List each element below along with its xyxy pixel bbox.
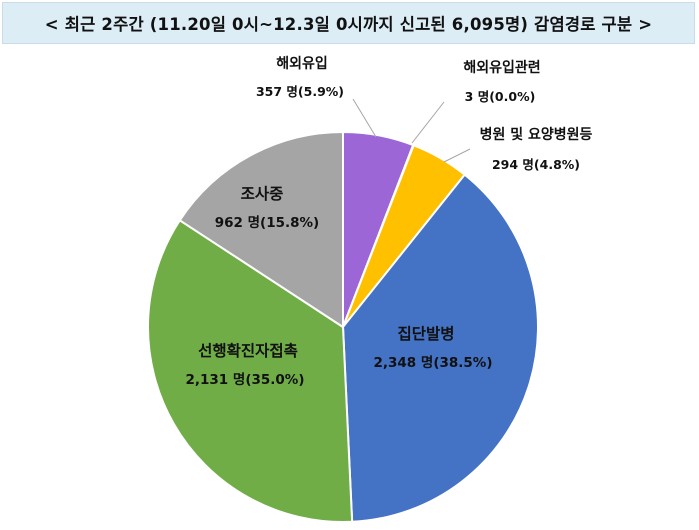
slice-labels: 해외유입 357 명(5.9%) 해외유입관련 3 명(0.0%) 병원 및 요양병원등… <box>186 55 593 388</box>
slice-name-label: 해외유입관련 <box>463 59 540 76</box>
leader-lines <box>352 98 471 163</box>
leader-line-1 <box>352 98 377 138</box>
slice-value-label: 357 명(5.9%) <box>256 84 344 99</box>
slice-name-label: 집단발병 <box>397 324 454 343</box>
leader-line-2 <box>411 101 445 144</box>
slice-name-label: 병원 및 요양병원등 <box>480 126 593 143</box>
chart-title: < 최근 2주간 (11.20일 0시~12.3일 0시까지 신고된 6,095… <box>2 2 695 44</box>
pie-slices <box>147 131 539 523</box>
pie-slice-6 <box>178 131 344 328</box>
slice-value-label: 294 명(4.8%) <box>492 157 580 172</box>
slice-name-label: 선행확진자접촉 <box>198 341 298 360</box>
slice-name-label: 해외유입 <box>276 55 328 72</box>
leader-line-3 <box>443 148 471 163</box>
slice-value-label: 962 명(15.8%) <box>215 214 319 231</box>
slice-value-label: 2,131 명(35.0%) <box>186 371 305 388</box>
slice-value-label: 3 명(0.0%) <box>465 89 536 104</box>
slice-value-label: 2,348 명(38.5%) <box>374 354 493 371</box>
slice-name-label: 조사중 <box>241 185 284 203</box>
pie-slice-4 <box>342 173 539 523</box>
pie-slice-5 <box>147 219 354 523</box>
